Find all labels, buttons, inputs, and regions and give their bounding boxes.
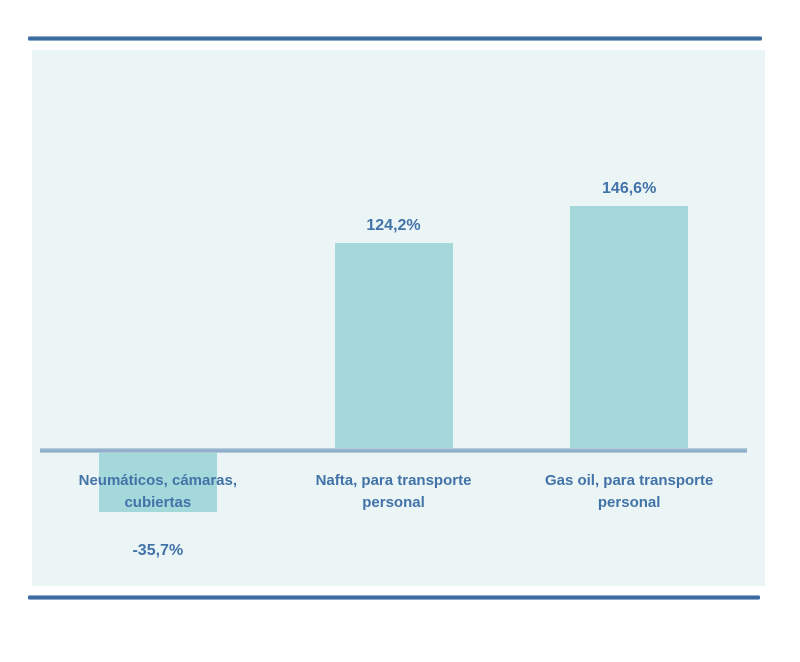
value-label-2: 146,6% [602, 180, 657, 197]
category-label-1-line-0: Nafta, para transporte [315, 472, 472, 489]
value-label-1: 124,2% [366, 217, 421, 234]
category-label-2-line-1: personal [597, 494, 661, 511]
bar-2 [570, 206, 689, 448]
category-label-2-line-0: Gas oil, para transporte [544, 472, 714, 489]
category-label-1-line-1: personal [362, 494, 425, 511]
bottom-border-line [28, 595, 760, 600]
bar-1 [334, 243, 453, 448]
category-label-2: Gas oil, para transporte personal [509, 470, 749, 514]
chart-plot-area: -35,7% Neumáticos, cámaras, cubiertas 124,2… [32, 50, 765, 586]
bar-0 [98, 453, 217, 512]
top-border-line [28, 36, 762, 41]
category-label-0-line-0: Neumáticos, cámaras, [78, 472, 238, 489]
category-label-0-line-1: cubiertas [124, 494, 192, 511]
x-axis-line [40, 448, 747, 453]
value-label-0: -35,7% [132, 542, 184, 559]
category-label-0: Neumáticos, cámaras, cubiertas [38, 470, 278, 514]
category-label-1: Nafta, para transporte personal [274, 470, 514, 514]
